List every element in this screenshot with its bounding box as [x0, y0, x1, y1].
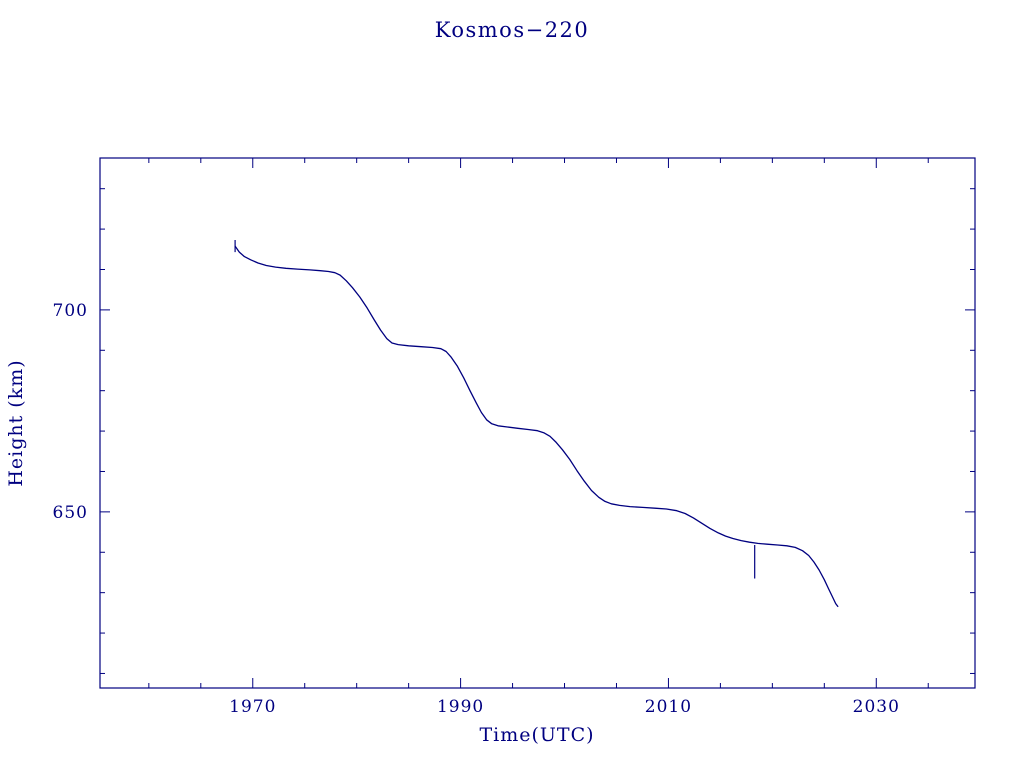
axis-ticks [100, 158, 975, 688]
x-tick-label: 1990 [437, 697, 484, 717]
y-tick-label: 700 [53, 301, 88, 321]
tick-labels: 1970 1990 2010 2030 650 700 [53, 301, 900, 717]
plot-frame [99, 157, 976, 689]
x-axis-label: Time(UTC) [479, 724, 594, 746]
y-axis-label: Height (km) [5, 359, 27, 486]
chart-title: Kosmos−220 [435, 18, 590, 42]
height-series-line [234, 245, 839, 608]
y-tick-label: 650 [53, 503, 88, 523]
x-tick-label: 2010 [645, 697, 692, 717]
x-tick-label: 1970 [229, 697, 276, 717]
x-tick-label: 2030 [853, 697, 900, 717]
annotations [234, 240, 756, 579]
